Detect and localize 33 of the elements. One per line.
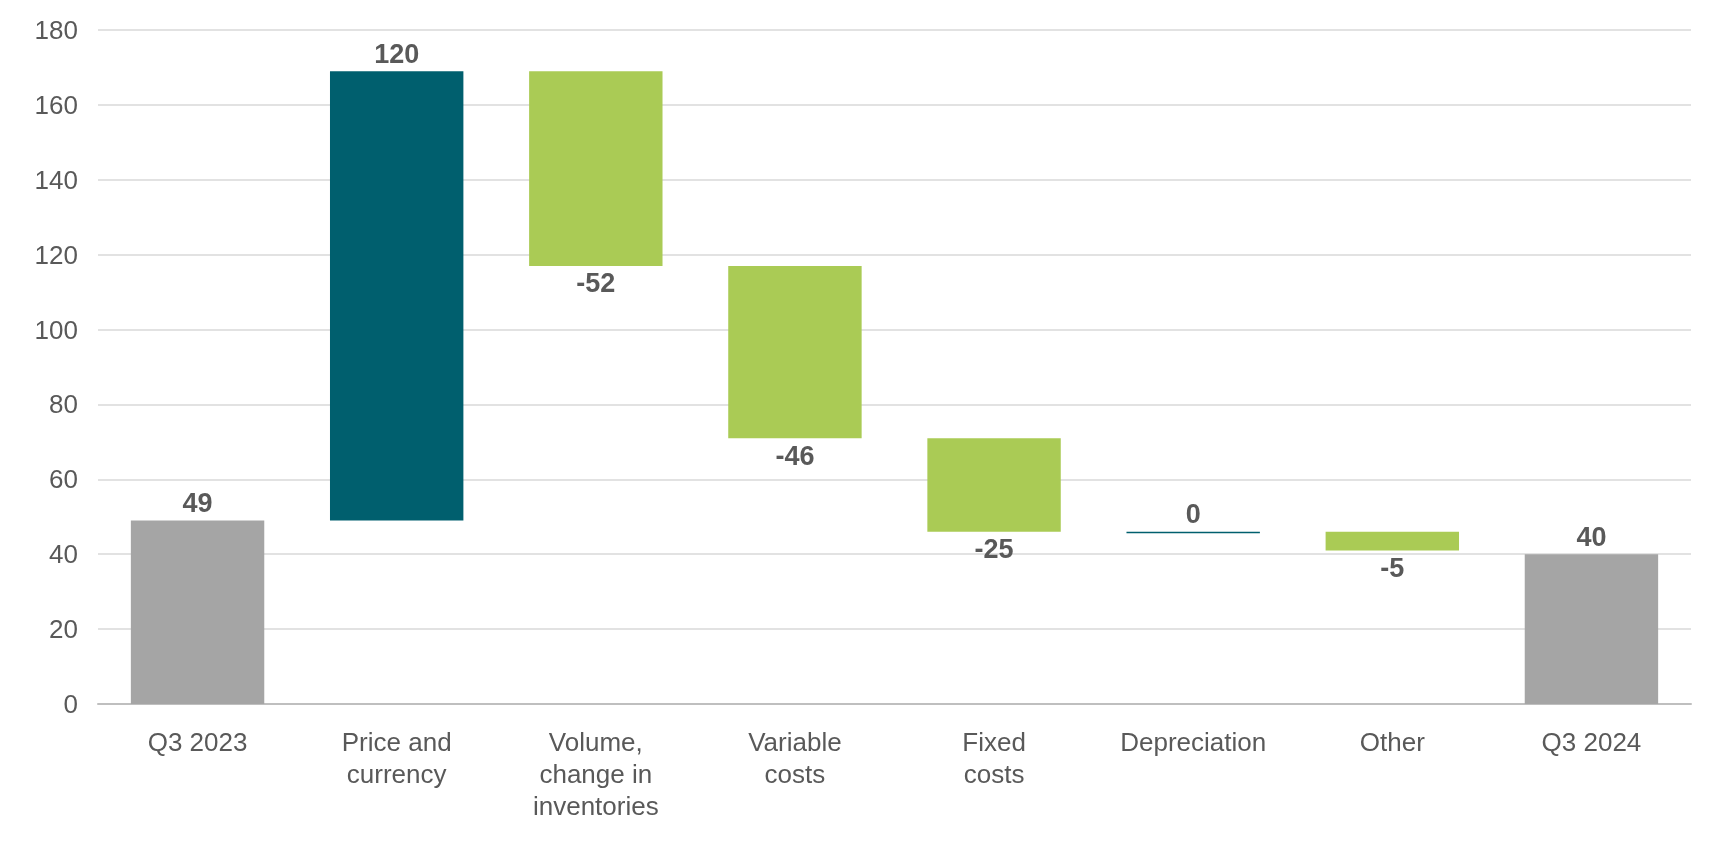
x-tick-label: Other xyxy=(1359,727,1426,757)
data-label: 120 xyxy=(374,38,420,69)
y-tick-label: 180 xyxy=(34,15,78,45)
bar xyxy=(529,71,663,266)
bar xyxy=(130,520,265,704)
y-tick-label: 60 xyxy=(49,464,78,495)
x-tick-label: Price and currency xyxy=(341,727,452,789)
data-label: -25 xyxy=(974,534,1014,565)
bar xyxy=(1325,531,1460,551)
y-tick-label: 160 xyxy=(34,89,78,120)
bar xyxy=(927,438,1061,532)
data-label: 0 xyxy=(1185,499,1201,530)
data-label: -52 xyxy=(576,268,616,299)
bar xyxy=(728,265,862,439)
x-tick-label: Depreciation xyxy=(1120,727,1267,757)
data-label: 40 xyxy=(1576,521,1607,552)
data-label: 49 xyxy=(182,488,213,519)
y-tick-label: 140 xyxy=(34,164,78,195)
y-tick-label: 40 xyxy=(49,539,78,570)
y-tick-label: 0 xyxy=(63,689,78,719)
y-tick-label: 80 xyxy=(49,389,78,420)
y-tick-label: 20 xyxy=(49,614,78,645)
x-tick-label: Q3 2023 xyxy=(147,727,248,757)
bar xyxy=(329,71,464,521)
y-tick-label: 100 xyxy=(34,314,78,345)
y-tick-label: 120 xyxy=(34,239,78,270)
x-tick-label: Q3 2024 xyxy=(1541,727,1642,757)
x-tick-label: Volume, change in inventories xyxy=(532,727,659,821)
data-label: -5 xyxy=(1380,552,1405,583)
data-label: -46 xyxy=(775,440,815,471)
x-tick-label: Fixed costs xyxy=(962,727,1026,789)
x-tick-label: Variable costs xyxy=(748,727,842,789)
bar xyxy=(1524,554,1659,704)
